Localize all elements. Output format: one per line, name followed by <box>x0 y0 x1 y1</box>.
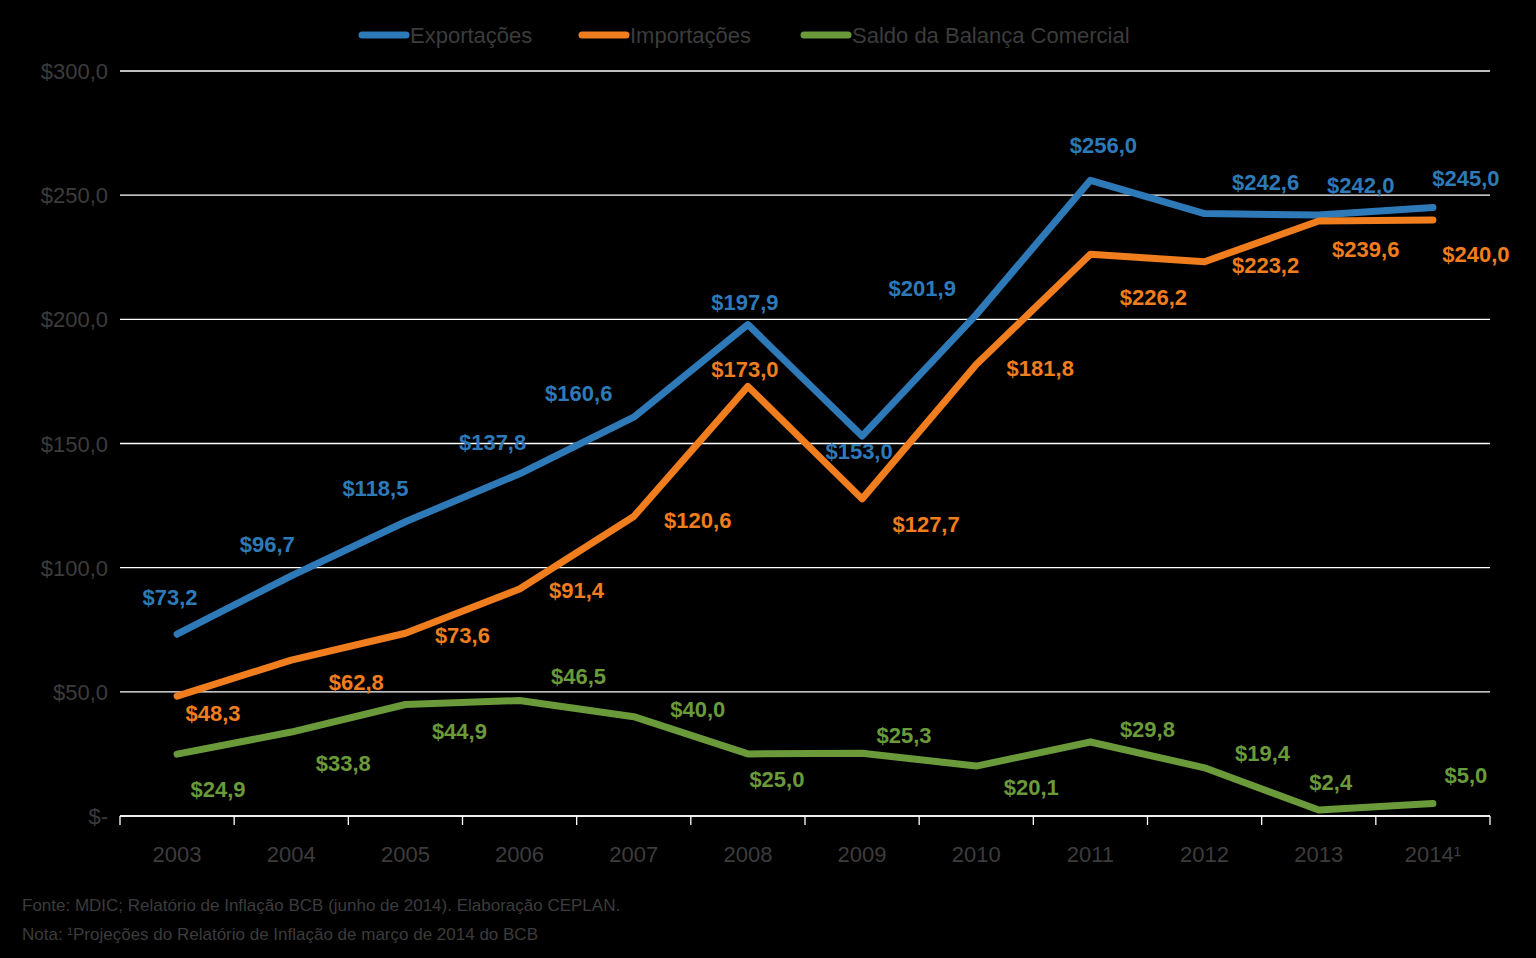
footnote: Fonte: MDIC; Relatório de Inflação BCB (… <box>22 896 620 915</box>
x-tick <box>919 816 920 825</box>
data-label: $96,7 <box>240 532 295 557</box>
legend-label: Importações <box>630 23 751 48</box>
x-tick-label: 2003 <box>153 842 202 867</box>
legend-label: Saldo da Balança Comercial <box>852 23 1130 48</box>
data-label: $242,6 <box>1232 170 1299 195</box>
x-tick <box>119 816 120 825</box>
data-label: $48,3 <box>186 701 241 726</box>
y-tick-label: $100,0 <box>41 556 108 581</box>
data-label: $256,0 <box>1070 133 1137 158</box>
y-tick-label: $300,0 <box>41 59 108 84</box>
data-label: $226,2 <box>1120 285 1187 310</box>
grid-line <box>120 70 1490 71</box>
x-tick-label: 2007 <box>609 842 658 867</box>
data-label: $24,9 <box>191 777 246 802</box>
data-label: $19,4 <box>1235 741 1291 766</box>
data-label: $73,6 <box>435 623 490 648</box>
x-tick-label: 2009 <box>838 842 887 867</box>
data-label: $239,6 <box>1332 237 1399 262</box>
x-tick <box>1147 816 1148 825</box>
data-label: $201,9 <box>889 276 956 301</box>
legend-swatch <box>362 32 406 39</box>
data-label: $118,5 <box>342 476 408 501</box>
x-tick-label: 2011 <box>1067 842 1114 867</box>
data-label: $223,2 <box>1232 253 1299 278</box>
data-label: $62,8 <box>329 670 384 695</box>
data-label: $33,8 <box>316 751 371 776</box>
y-tick-label: $50,0 <box>53 680 108 705</box>
x-tick <box>804 816 805 825</box>
lines <box>177 180 1433 810</box>
x-tick-label: 2010 <box>952 842 1001 867</box>
data-label: $160,6 <box>545 381 612 406</box>
y-tick-label: $150,0 <box>41 432 108 457</box>
legend-swatch <box>804 32 848 39</box>
data-label: $245,0 <box>1432 166 1499 191</box>
x-tick <box>234 816 235 825</box>
x-tick <box>1375 816 1376 825</box>
data-label: $25,3 <box>877 723 932 748</box>
data-label: $137,8 <box>459 430 526 455</box>
x-tick-label: 2006 <box>495 842 544 867</box>
x-tick <box>1033 816 1034 825</box>
data-label: $153,0 <box>825 439 892 464</box>
data-label: $20,1 <box>1004 775 1059 800</box>
y-tick-label: $200,0 <box>41 307 108 332</box>
series-line <box>177 701 1433 811</box>
background <box>0 0 1536 958</box>
data-label: $40,0 <box>670 697 725 722</box>
grid-line <box>120 691 1490 692</box>
data-label: $44,9 <box>432 719 487 744</box>
x-tick <box>462 816 463 825</box>
data-label: $29,8 <box>1120 717 1175 742</box>
y-tick-label: $- <box>88 804 108 829</box>
data-label: $197,9 <box>711 290 778 315</box>
data-label: $240,0 <box>1442 242 1509 267</box>
data-label: $173,0 <box>711 357 778 382</box>
data-label: $242,0 <box>1327 173 1394 198</box>
footnote: Nota: ¹Projeções do Relatório de Inflaçã… <box>22 925 538 944</box>
grid-line <box>120 319 1490 320</box>
data-label: $46,5 <box>551 664 606 689</box>
x-tick-label: 2004 <box>267 842 316 867</box>
x-tick <box>576 816 577 825</box>
series-line <box>177 220 1433 696</box>
data-label: $181,8 <box>1007 356 1074 381</box>
data-label: $2,4 <box>1309 770 1353 795</box>
x-tick-label: 2012 <box>1180 842 1229 867</box>
data-label: $127,7 <box>892 512 959 537</box>
legend-label: Exportações <box>410 23 532 48</box>
x-tick-label: 2005 <box>381 842 430 867</box>
x-tick-label: 2008 <box>723 842 772 867</box>
x-tick <box>1489 816 1490 825</box>
x-tick <box>1261 816 1262 825</box>
x-tick <box>690 816 691 825</box>
x-tick-label: 2014¹ <box>1405 842 1461 867</box>
data-label: $5,0 <box>1445 763 1488 788</box>
grid-line <box>120 567 1490 568</box>
grid-line <box>120 195 1490 196</box>
legend-swatch <box>582 32 626 39</box>
data-label: $91,4 <box>549 578 605 603</box>
y-tick-label: $250,0 <box>41 183 108 208</box>
data-label: $120,6 <box>664 508 731 533</box>
data-label: $73,2 <box>143 585 198 610</box>
x-tick <box>348 816 349 825</box>
data-label: $25,0 <box>749 767 804 792</box>
x-tick-label: 2013 <box>1294 842 1343 867</box>
chart: $- $50,0 $100,0 $150,0 $200,0 $250,0 $300,0 200… <box>0 0 1536 958</box>
